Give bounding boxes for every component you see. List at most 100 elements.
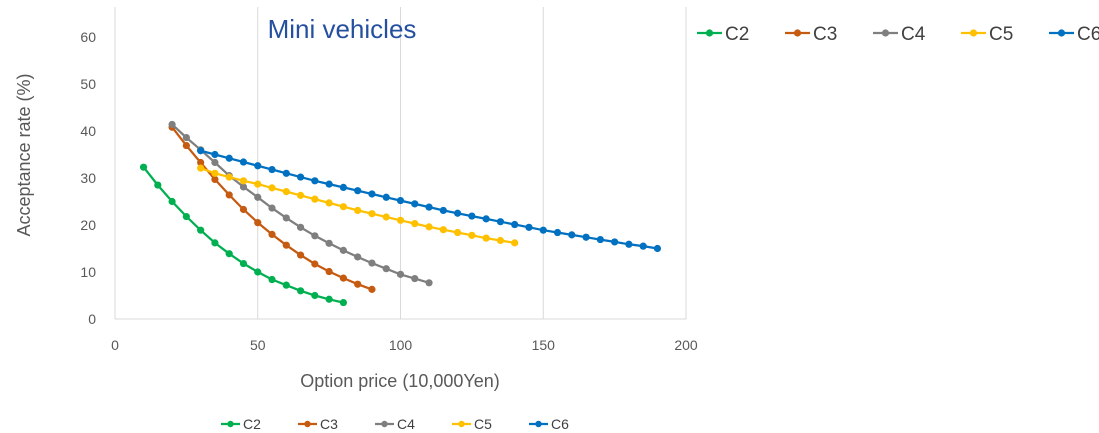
data-point-C6 [325,180,333,188]
y-tick-label: 50 [80,76,96,92]
data-point-C2 [282,281,290,289]
legend-label: C5 [474,416,492,432]
data-point-C3 [325,267,333,276]
data-point-C2 [225,250,233,258]
data-point-C3 [239,205,248,214]
y-tick-label: 20 [80,217,96,233]
data-point-C5 [439,226,447,234]
data-point-C5 [254,180,262,188]
legend-swatch-marker [304,420,311,428]
data-point-C6 [368,190,376,198]
data-point-C4 [311,232,319,240]
data-point-C3 [282,241,290,249]
data-point-C5 [511,239,519,247]
data-point-C4 [239,183,248,191]
data-point-C3 [339,274,347,282]
data-point-C5 [339,203,347,211]
data-point-C5 [354,206,362,215]
data-point-C6 [611,238,619,246]
legend-item-C2: C2 [697,24,749,45]
data-point-C5 [211,169,219,177]
legend-swatch-marker [793,29,802,37]
y-axis-title: Acceptance rate (%) [14,73,34,236]
data-point-C6 [639,242,647,250]
data-point-C6 [225,154,233,162]
data-point-C5 [496,236,505,245]
data-point-C4 [339,246,347,254]
legend-swatch-marker [705,29,714,37]
data-point-C6 [596,235,604,244]
data-point-C2 [339,298,347,307]
x-tick-label: 150 [532,337,556,353]
data-point-C6 [382,193,390,201]
legend-label: C5 [989,24,1013,45]
legend-item-C4: C4 [873,24,926,45]
legend-label: C3 [813,24,837,45]
data-point-C5 [311,195,319,203]
data-point-C2 [139,163,148,171]
series-C4 [168,120,433,287]
data-point-C4 [382,265,390,273]
x-tick-label: 0 [111,337,119,353]
legend-label: C6 [551,416,569,432]
data-point-C3 [254,219,262,227]
series-line-C5 [200,167,515,245]
data-point-C3 [211,175,219,184]
data-point-C6 [425,203,433,211]
data-point-C6 [468,212,476,220]
data-point-C4 [425,279,433,287]
data-point-C6 [296,173,305,181]
data-point-C5 [468,231,476,239]
data-point-C6 [568,231,576,239]
data-point-C5 [239,177,248,185]
data-point-C4 [325,239,333,247]
data-point-C5 [325,199,333,207]
data-point-C6 [239,158,248,166]
data-point-C6 [511,220,519,229]
data-point-C6 [268,165,276,174]
legend-swatch-marker [535,420,542,428]
x-tick-label: 50 [250,337,266,353]
data-point-C6 [254,162,262,170]
data-point-C2 [154,181,162,189]
legend-label: C2 [725,24,749,45]
data-point-C6 [482,215,490,223]
data-point-C3 [225,191,233,199]
data-point-C2 [254,268,262,276]
data-point-C3 [368,285,376,293]
data-point-C5 [225,173,233,181]
data-point-C6 [439,206,447,215]
legend-item-C5: C5 [452,416,492,432]
data-point-C5 [268,184,276,192]
data-point-C2 [239,259,248,268]
data-point-C5 [454,228,462,237]
data-point-C4 [354,253,362,261]
legend-swatch-marker [227,420,234,428]
data-point-C5 [411,219,419,228]
data-point-C6 [653,244,662,253]
y-tick-label: 60 [80,29,96,45]
data-point-C6 [211,150,219,159]
data-point-C4 [411,274,419,283]
legend-label: C4 [901,24,926,45]
legend-swatch-marker [381,420,388,428]
data-point-C4 [296,223,305,231]
data-point-C5 [482,234,490,242]
data-point-C5 [425,223,433,231]
data-point-C4 [254,193,262,201]
data-point-C6 [311,177,319,185]
data-point-C2 [197,226,205,234]
data-point-C6 [454,209,462,217]
series-C6 [197,147,662,253]
data-point-C5 [396,216,405,224]
grid [114,7,687,319]
data-point-C2 [268,275,276,284]
series-line-C4 [171,123,430,284]
legend-item-C4: C4 [375,416,415,432]
y-tick-label: 10 [80,264,96,280]
data-point-C4 [396,270,405,278]
legend-swatch-marker [969,29,978,37]
data-point-C4 [282,214,290,222]
data-point-C5 [296,191,305,199]
